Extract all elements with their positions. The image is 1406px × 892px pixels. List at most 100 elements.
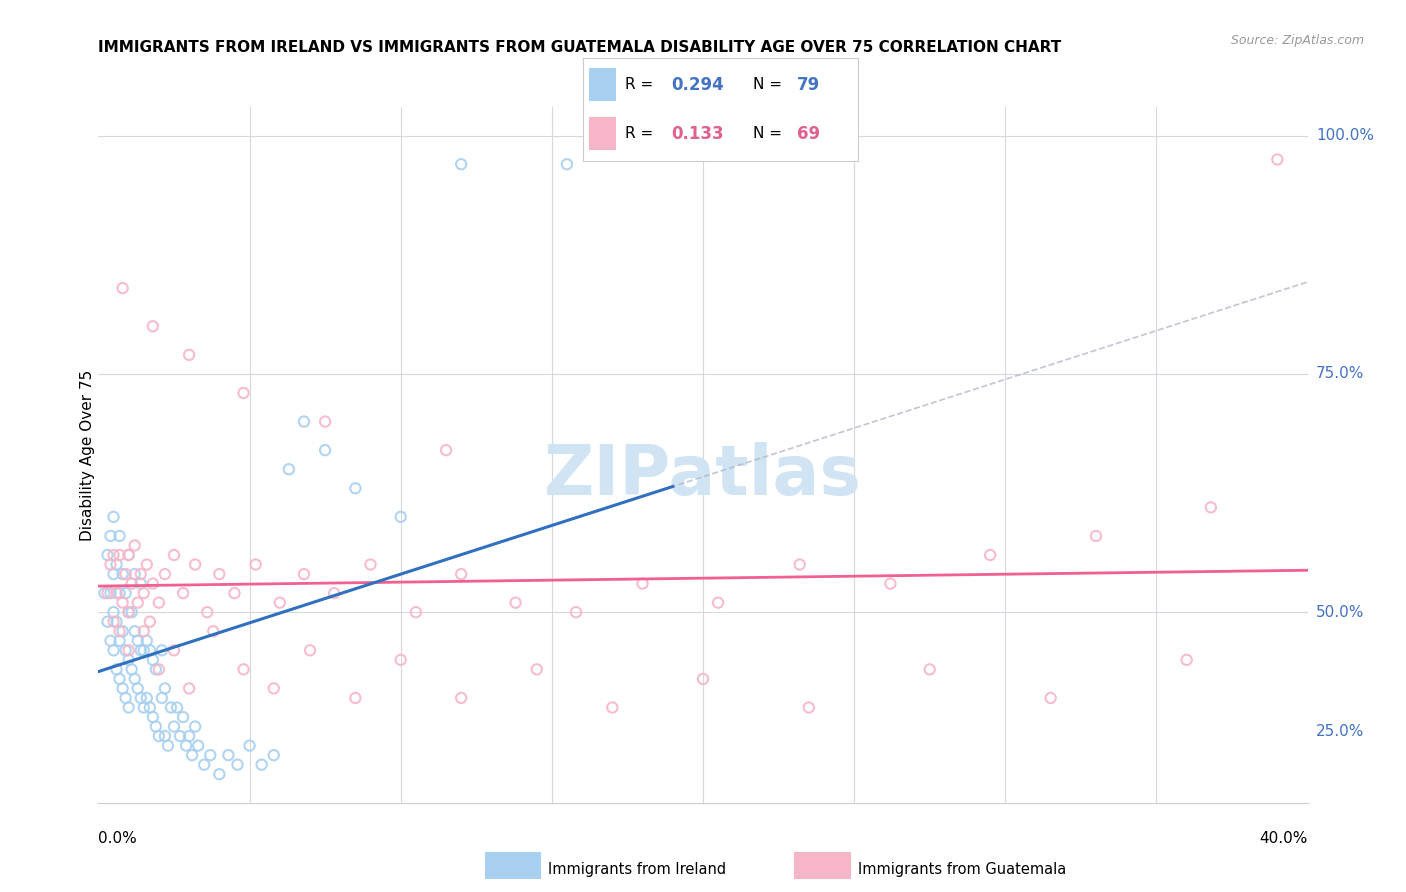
Point (108, 633, 131, 648)
Point (177, 729, 201, 743)
Point (389, 653, 412, 667)
Point (105, 615, 128, 629)
Point (100, 586, 122, 600)
Point (169, 729, 191, 743)
Point (114, 586, 136, 600)
Point (177, 681, 201, 696)
Point (96, 615, 118, 629)
Point (96, 586, 118, 600)
Point (118, 653, 141, 667)
Point (135, 690, 157, 705)
Point (1085, 529, 1108, 543)
Point (344, 481, 367, 495)
Point (105, 586, 128, 600)
Point (263, 681, 285, 696)
Point (389, 509, 412, 524)
Point (129, 567, 152, 582)
Point (108, 548, 131, 562)
Point (177, 348, 201, 362)
Point (124, 672, 146, 686)
Text: Immigrants from Ireland: Immigrants from Ireland (548, 863, 727, 877)
Point (360, 558, 382, 572)
Point (172, 710, 194, 724)
Point (100, 558, 122, 572)
Point (208, 767, 231, 781)
Point (124, 624, 146, 639)
Point (1039, 690, 1062, 705)
Point (150, 643, 173, 657)
Point (405, 605, 427, 619)
Point (145, 720, 167, 734)
Point (163, 720, 186, 734)
Text: 40.0%: 40.0% (1260, 830, 1308, 846)
Point (184, 720, 207, 734)
Point (224, 586, 246, 600)
Point (103, 548, 125, 562)
Point (184, 558, 207, 572)
Point (108, 529, 131, 543)
Text: R =: R = (624, 127, 658, 142)
Point (195, 605, 218, 619)
Point (114, 567, 136, 582)
Point (450, 690, 472, 705)
Point (153, 567, 176, 582)
Point (505, 596, 527, 610)
Point (135, 558, 157, 572)
Point (103, 615, 125, 629)
Point (226, 757, 249, 772)
Point (217, 748, 239, 763)
Point (156, 739, 179, 753)
Point (139, 700, 162, 714)
Point (145, 662, 167, 676)
Point (135, 633, 157, 648)
Point (565, 605, 588, 619)
Point (124, 539, 146, 553)
Point (789, 558, 811, 572)
Point (105, 662, 128, 676)
Point (450, 157, 472, 171)
Point (263, 748, 285, 763)
Point (174, 739, 197, 753)
Point (148, 662, 170, 676)
Point (979, 548, 1001, 562)
Point (142, 576, 165, 591)
Point (232, 386, 254, 401)
Point (118, 643, 141, 657)
Point (250, 757, 273, 772)
Text: 0.294: 0.294 (671, 76, 724, 94)
Point (142, 319, 165, 334)
Point (121, 576, 143, 591)
Point (153, 729, 176, 743)
Point (200, 748, 222, 763)
Point (602, 700, 624, 714)
Point (163, 643, 186, 657)
Point (631, 576, 654, 591)
Text: 75.0%: 75.0% (1316, 367, 1364, 382)
Point (132, 624, 155, 639)
Point (299, 643, 322, 657)
Point (292, 567, 315, 582)
Point (114, 690, 136, 705)
Point (918, 662, 941, 676)
Point (118, 548, 141, 562)
Point (103, 605, 125, 619)
Point (193, 757, 215, 772)
Point (202, 624, 225, 639)
Text: N =: N = (754, 127, 787, 142)
Point (132, 586, 155, 600)
Point (96, 548, 118, 562)
Text: N =: N = (754, 77, 787, 92)
Text: 100.0%: 100.0% (1316, 128, 1374, 143)
FancyBboxPatch shape (589, 118, 616, 150)
Point (707, 596, 730, 610)
Point (239, 739, 262, 753)
Point (132, 700, 155, 714)
Text: 25.0%: 25.0% (1316, 723, 1364, 739)
Point (118, 700, 141, 714)
Point (139, 615, 162, 629)
Point (111, 681, 134, 696)
FancyBboxPatch shape (589, 69, 616, 101)
Text: Immigrants from Guatemala: Immigrants from Guatemala (858, 863, 1066, 877)
Point (148, 729, 170, 743)
Point (114, 643, 136, 657)
